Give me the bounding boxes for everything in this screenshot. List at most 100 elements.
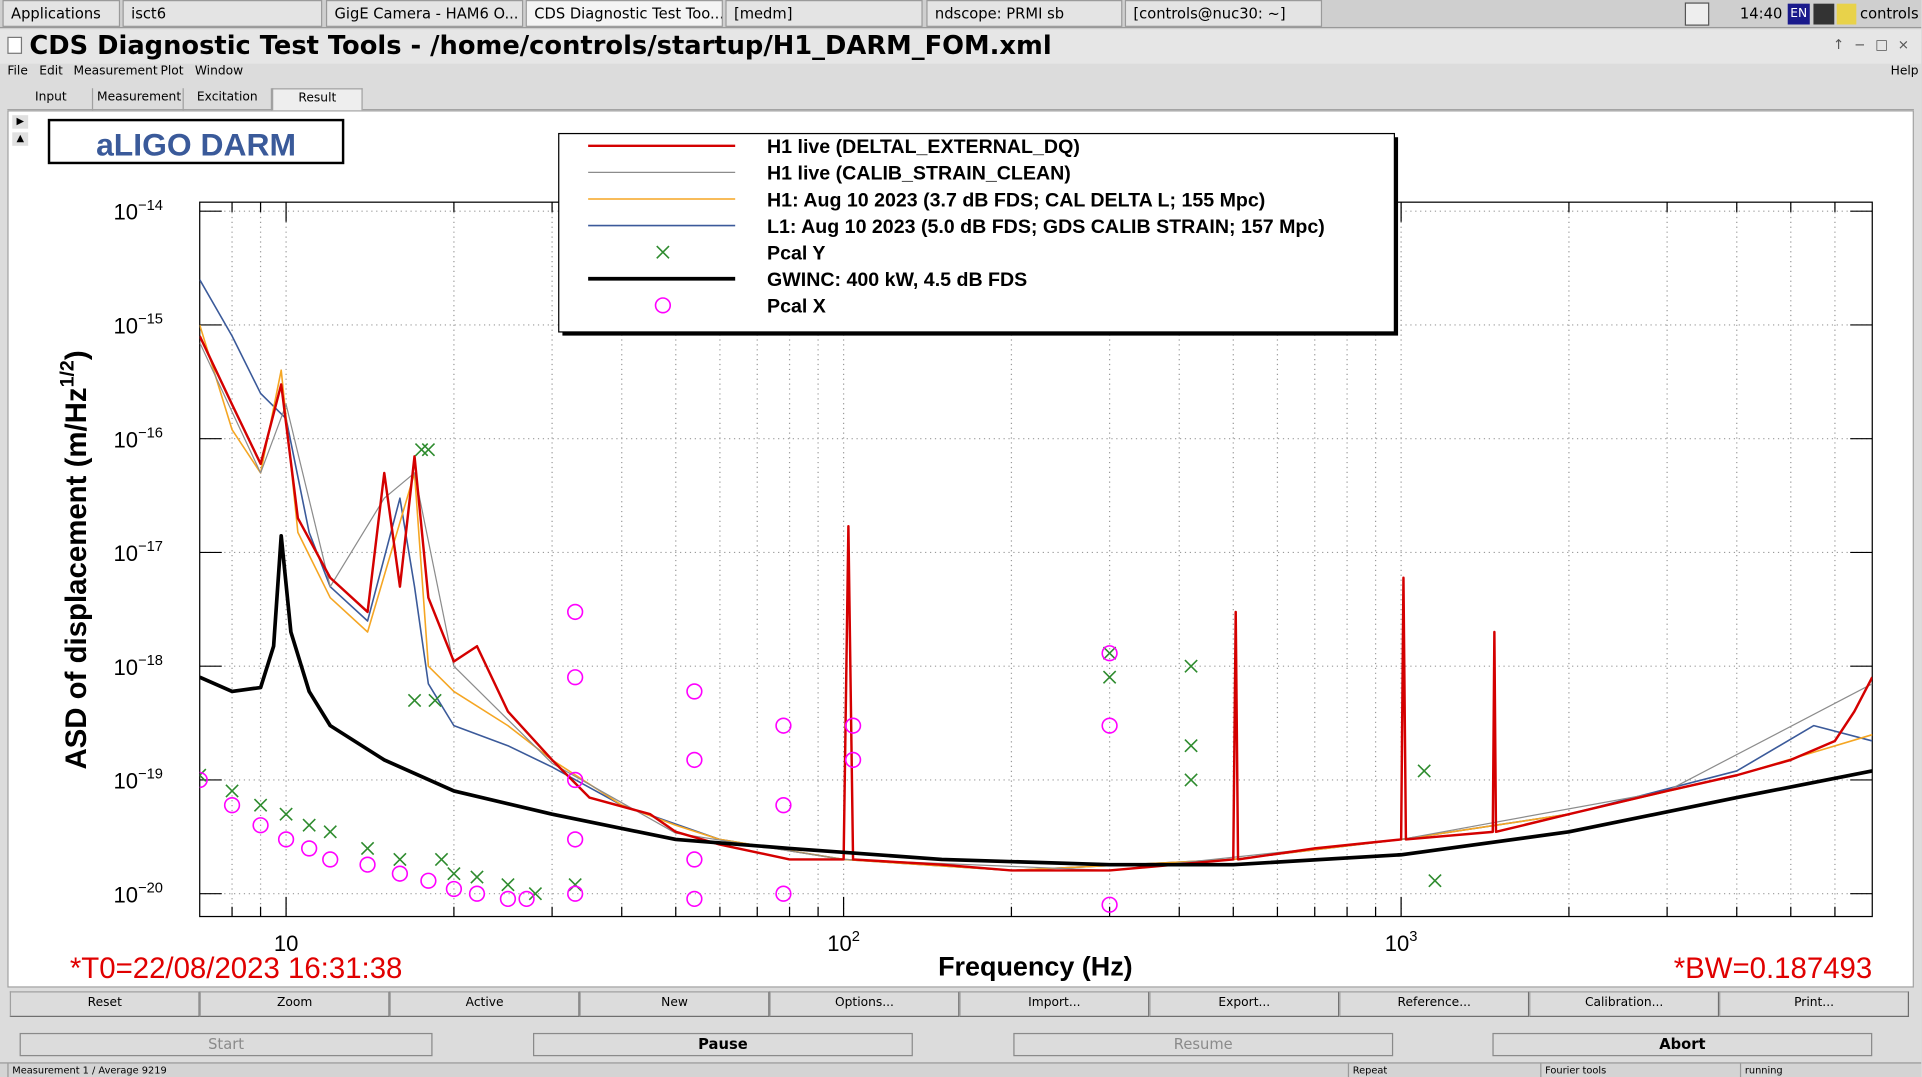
tray-icon[interactable] — [1813, 3, 1835, 25]
marker — [447, 866, 461, 881]
task-item[interactable]: CDS Diagnostic Test Too... — [525, 0, 723, 27]
marker — [1102, 646, 1117, 660]
menu-item[interactable]: Plot — [160, 64, 184, 79]
tick-base: 10 — [114, 541, 139, 566]
tick-base: 10 — [114, 769, 139, 794]
x-tick-label: 10 — [274, 931, 299, 956]
workspace-icon[interactable] — [1684, 2, 1710, 26]
tick-exponent: −14 — [138, 198, 163, 214]
marker — [279, 807, 293, 821]
marker — [567, 885, 584, 902]
button[interactable]: Export... — [1149, 991, 1340, 1017]
data-layer — [199, 279, 1873, 913]
tick-exponent: −15 — [138, 312, 163, 328]
y-tick-label: 10−16 — [114, 425, 163, 452]
marker — [445, 880, 463, 898]
task-item[interactable]: isct6 — [122, 0, 323, 27]
marker — [775, 717, 792, 734]
y-tick-label: 10−19 — [114, 767, 163, 794]
tick-exponent: −18 — [138, 653, 163, 669]
marker — [301, 840, 318, 857]
tick-base: 10 — [274, 931, 299, 956]
tick-base: 10 — [114, 427, 139, 452]
button[interactable]: Reference... — [1339, 991, 1530, 1017]
tick-base: 10 — [827, 931, 852, 956]
legend-label: Pcal Y — [767, 243, 825, 265]
menu-item[interactable]: File — [7, 64, 28, 79]
tray-icon[interactable] — [1836, 3, 1857, 25]
window-title: CDS Diagnostic Test Tools - /home/contro… — [29, 30, 1052, 61]
status-field: Measurement 1 / Average 9219 — [7, 1063, 1343, 1077]
marker — [1417, 764, 1431, 778]
marker — [468, 885, 486, 902]
button[interactable]: Calibration... — [1529, 991, 1720, 1017]
button[interactable]: Import... — [959, 991, 1150, 1017]
marker — [528, 887, 543, 901]
tick-exponent: 2 — [852, 929, 860, 945]
marker — [323, 825, 337, 839]
x-tick-label: 103 — [1385, 929, 1418, 956]
title-bar — [0, 29, 1922, 64]
marker — [499, 890, 517, 908]
tick-exponent: −16 — [138, 425, 163, 441]
button[interactable]: Reset — [9, 991, 200, 1017]
chart-title: aLIGO DARM — [96, 127, 296, 163]
y-axis-label: ASD of displacement (m/Hz1/2) — [57, 350, 93, 769]
marker — [414, 443, 429, 457]
tab[interactable]: Measurement — [96, 88, 184, 111]
task-item[interactable]: ndscope: PRMI sb — [926, 0, 1123, 27]
tab[interactable]: Excitation — [184, 88, 273, 111]
marker — [393, 852, 407, 867]
menu-item[interactable]: Measurement — [73, 64, 158, 79]
marker — [567, 603, 584, 621]
marker — [686, 890, 703, 908]
task-item[interactable]: GigE Camera - HAM6 O... — [325, 0, 524, 27]
marker — [1101, 896, 1118, 913]
y-label-sup: 1/2 — [57, 360, 79, 387]
marker — [775, 797, 792, 814]
marker — [686, 751, 703, 769]
button[interactable]: Print... — [1719, 991, 1910, 1017]
tab[interactable]: Result — [272, 88, 363, 111]
marker — [421, 443, 436, 457]
marker — [567, 771, 584, 789]
button[interactable]: Options... — [769, 991, 960, 1017]
y-tick-label: 10−18 — [114, 653, 163, 680]
legend-label: GWINC: 400 kW, 4.5 dB FDS — [767, 269, 1027, 291]
menu-item[interactable]: Edit — [39, 64, 63, 79]
tick-exponent: −17 — [138, 539, 163, 555]
user-name[interactable]: controls — [1860, 4, 1919, 23]
tab-bar — [7, 88, 1914, 111]
window-controls[interactable]: ↑−□× — [1833, 36, 1919, 53]
legend-label: H1: Aug 10 2023 (3.7 dB FDS; CAL DELTA L… — [767, 189, 1265, 211]
menu-bar — [0, 64, 1921, 84]
control-button[interactable]: Pause — [533, 1032, 913, 1057]
menu-item[interactable]: Help — [1890, 64, 1919, 79]
button[interactable]: New — [579, 991, 770, 1017]
task-item[interactable]: [controls@nuc30: ~] — [1124, 0, 1323, 27]
y-tick-label: 10−17 — [114, 539, 163, 566]
scroll-arrow[interactable]: ▶ — [12, 115, 29, 129]
marker — [775, 885, 792, 902]
marker — [407, 693, 422, 708]
keyboard-indicator[interactable]: EN — [1787, 3, 1810, 25]
marker — [567, 669, 584, 686]
button[interactable]: Active — [389, 991, 580, 1017]
tick-base: 10 — [114, 200, 139, 225]
marker — [420, 872, 437, 889]
legend-label: Pcal X — [767, 296, 826, 318]
tick-base: 10 — [114, 882, 139, 907]
control-button: Resume — [1013, 1032, 1394, 1057]
button[interactable]: Zoom — [199, 991, 390, 1017]
task-item[interactable]: Applications — [2, 0, 121, 27]
annotation: *T0=22/08/2023 16:31:38 — [70, 952, 403, 985]
scroll-arrow[interactable]: ▲ — [12, 132, 29, 146]
y-label-text: ASD of displacement (m/Hz — [60, 387, 93, 769]
marker — [199, 771, 208, 789]
menu-item[interactable]: Window — [194, 64, 244, 79]
tick-exponent: −20 — [138, 880, 163, 896]
tab[interactable]: Input — [10, 88, 94, 111]
legend-label: H1 live (CALIB_STRAIN_CLEAN) — [767, 163, 1071, 185]
control-button[interactable]: Abort — [1492, 1032, 1873, 1057]
task-item[interactable]: [medm] — [725, 0, 923, 27]
